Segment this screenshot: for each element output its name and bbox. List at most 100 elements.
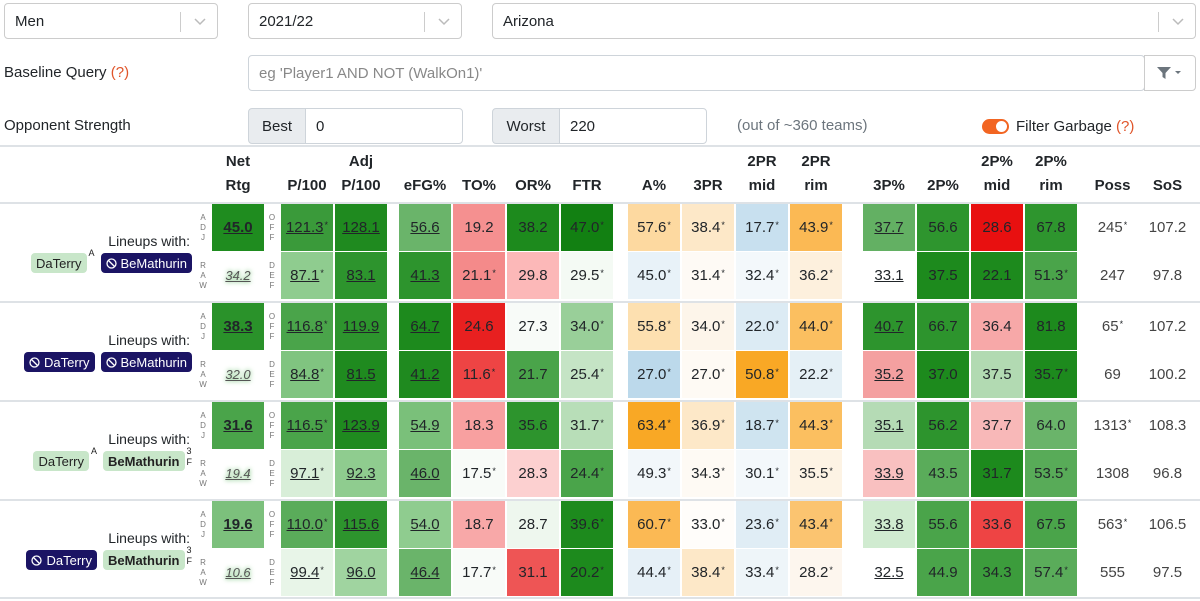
filter-button[interactable] (1144, 55, 1196, 91)
stat-cell: 97.1 * (281, 450, 333, 497)
stat-cell: 57.4 * (1025, 549, 1077, 596)
stat-cell: 32.4 * (736, 252, 788, 299)
stat-cell: 50.8 * (736, 351, 788, 398)
stat-cell: 128.1 (335, 204, 387, 251)
cell-value: 1313 (1093, 417, 1127, 434)
stat-cell: 56.2 (917, 402, 969, 449)
cell-value: 35.7 (1034, 366, 1064, 383)
cell-value: 56.2 (928, 417, 958, 434)
cell-value: 46.0 (410, 465, 440, 482)
cell-flag: * (1064, 366, 1068, 377)
cell-flag: * (775, 267, 779, 278)
cell-value: 35.1 (874, 417, 904, 434)
stat-cell: 39.6 * (561, 501, 613, 548)
query-input[interactable]: eg 'Player1 AND NOT (WalkOn1)' (248, 55, 1145, 91)
row-side: OFF (267, 410, 277, 441)
cell-value: 24.4 (570, 465, 600, 482)
cell-value: 108.3 (1148, 417, 1187, 434)
header-spacer (1136, 150, 1199, 174)
stat-cell: 38.4 * (682, 549, 734, 596)
cell-value: 56.6 (410, 219, 440, 236)
exclude-icon (105, 356, 117, 368)
column-header: FTR (557, 150, 617, 198)
cell-value: 555 (1099, 564, 1126, 581)
cell-value: 35.5 (799, 465, 829, 482)
row-kind: RAW (198, 557, 208, 588)
cell-value: 247 (1099, 267, 1126, 284)
cell-value: 47.0 (570, 219, 600, 236)
stat-cell: 19.4 (212, 450, 264, 497)
cell-flag: * (829, 366, 833, 377)
player-name: BeMathurin (108, 453, 180, 469)
cell-value: 116.5 (286, 417, 323, 434)
team-select[interactable]: Arizona (492, 3, 1196, 39)
stat-cell: 37.7 (971, 402, 1023, 449)
row-kind: RAW (198, 458, 208, 489)
cell-flag: * (1119, 318, 1124, 329)
header-spacer (503, 150, 563, 174)
help[interactable]: (?) (110, 64, 130, 81)
stat-cell: 54.0 (399, 501, 451, 548)
stat-cell: 92.3 (335, 450, 387, 497)
stat-cell: 47.0 * (561, 204, 613, 251)
header-spacer (395, 150, 455, 174)
cell-value: 31.1 (518, 564, 548, 581)
cell-value: 34.3 (982, 564, 1012, 581)
divider (0, 597, 1200, 599)
worst-input[interactable]: 220 (559, 108, 707, 144)
cell-value: 33.0 (691, 516, 721, 533)
stat-cell: 87.1 * (281, 252, 333, 299)
header-spacer (913, 150, 973, 174)
stat-cell: 67.8 (1025, 204, 1077, 251)
stat-cell: 21.7 (507, 351, 559, 398)
cell-value: 96.8 (1152, 465, 1183, 482)
help[interactable]: (?) (1116, 118, 1135, 135)
cell-value: 19.4 (225, 466, 251, 481)
cell-value: 33.9 (874, 465, 904, 482)
stat-cell: 37.0 (917, 351, 969, 398)
stat-cell: 21.1 * (453, 252, 505, 299)
stat-cell: 115.6 (335, 501, 387, 548)
exclude-icon (31, 554, 43, 566)
header-top: Net (225, 153, 251, 170)
stat-cell: 46.0 (399, 450, 451, 497)
header-bottom: P/100 (287, 177, 327, 194)
cell-flag: * (600, 366, 604, 377)
stat-cell: 84.8 * (281, 351, 333, 398)
cell-value: 92.3 (346, 465, 376, 482)
garbage-toggle[interactable] (982, 119, 1009, 134)
cell-flag: * (721, 219, 725, 230)
stat-cell: 34.3 * (682, 450, 734, 497)
cell-value: 24.6 (464, 318, 494, 335)
cell-flag: * (667, 318, 671, 329)
stat-cell: 33.0 * (682, 501, 734, 548)
stat-cell: 22.2 * (790, 351, 842, 398)
player-sub: F (186, 556, 193, 566)
cell-value: 116.8 (286, 318, 323, 335)
cell-flag: * (721, 318, 725, 329)
cell-value: 115.6 (342, 516, 380, 533)
season-select[interactable]: 2021/22 (248, 3, 462, 39)
row-side: DEF (267, 557, 277, 588)
label-text: Baseline Query (4, 64, 107, 81)
cell-flag: * (600, 219, 604, 230)
cell-value: 97.5 (1152, 564, 1183, 581)
cell-value: 19.6 (223, 516, 253, 533)
cell-value: 66.7 (928, 318, 958, 335)
cell-flag: * (491, 366, 496, 377)
cell-flag: * (1064, 564, 1068, 575)
gender-select[interactable]: Men (4, 3, 218, 39)
player-sup: A (88, 248, 95, 258)
cell-value: 83.1 (346, 267, 376, 284)
stat-cell: 46.4 (399, 549, 451, 596)
column-header: 2PR rim (786, 150, 846, 198)
best-input[interactable]: 0 (305, 108, 463, 144)
row-side: DEF (267, 359, 277, 390)
header-top: Adj (348, 153, 374, 170)
stat-cell: 35.1 (863, 402, 915, 449)
header-bottom: OR% (515, 177, 551, 194)
header-spacer (678, 150, 738, 174)
cell-value: 96.0 (346, 564, 376, 581)
cell-value: 37.5 (982, 366, 1012, 383)
stat-cell: 35.2 (863, 351, 915, 398)
